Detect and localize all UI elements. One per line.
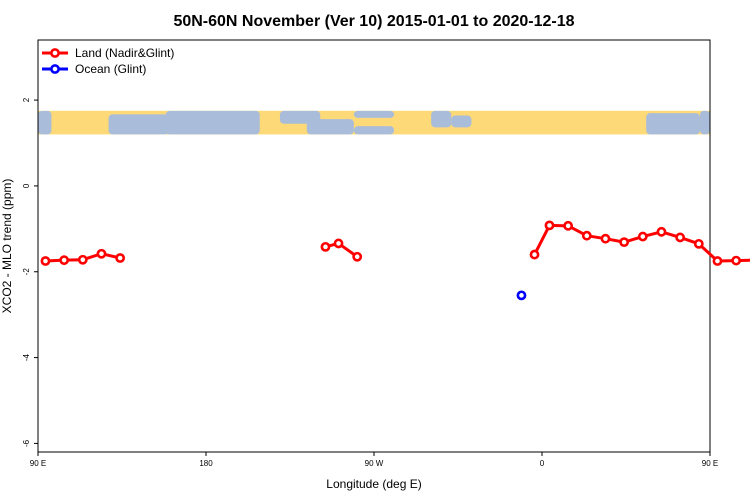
y-axis-label: XCO2 - MLO trend (ppm)	[0, 179, 14, 314]
x-tick-label: 90 E	[702, 459, 718, 468]
map-ocean-patch	[699, 110, 710, 135]
data-point	[40, 256, 51, 266]
map-ocean-patch	[38, 110, 52, 135]
legend: Land (Nadir&Glint) Ocean (Glint)	[42, 46, 174, 76]
data-point	[529, 249, 540, 260]
x-tick-label: 0	[540, 459, 545, 468]
series-land-nadir-glint-	[40, 220, 750, 266]
legend-entry-label: Ocean (Glint)	[75, 62, 146, 76]
data-point	[693, 238, 704, 249]
map-ocean-patch	[108, 114, 170, 135]
y-tick-label: -2	[22, 268, 31, 276]
data-point	[619, 237, 630, 248]
x-tick-label: 90 E	[30, 459, 46, 468]
data-point	[712, 256, 723, 266]
chart-title: 50N-60N November (Ver 10) 2015-01-01 to …	[173, 13, 574, 30]
y-tick-label: -4	[22, 353, 31, 361]
y-axis-ticks: 2 0 -2 -4 -6	[22, 97, 38, 447]
legend-marker	[50, 48, 60, 58]
legend-entry-label: Land (Nadir&Glint)	[75, 46, 174, 60]
data-point	[600, 233, 611, 244]
series-ocean-glint-	[516, 290, 527, 301]
data-point	[320, 241, 331, 252]
map-ocean-patch	[646, 113, 700, 135]
data-point	[563, 220, 574, 231]
data-point	[516, 290, 527, 301]
data-point	[637, 231, 648, 242]
data-point	[352, 251, 363, 262]
map-ocean-patch	[431, 110, 452, 128]
data-point	[581, 230, 592, 241]
legend-marker	[50, 64, 60, 74]
x-axis-label: Longitude (deg E)	[326, 477, 421, 491]
data-point	[544, 220, 555, 231]
map-ocean-patch	[306, 119, 354, 135]
data-point	[675, 232, 686, 243]
map-ocean-patch	[353, 110, 395, 118]
y-tick-label: -6	[22, 439, 31, 447]
series-line	[533, 223, 750, 263]
data-point	[656, 226, 667, 237]
x-tick-label: 180	[199, 459, 213, 468]
map-ocean-patch	[353, 126, 395, 135]
x-tick-label: 90 W	[365, 459, 384, 468]
y-tick-label: 0	[22, 183, 31, 188]
map-ocean-patch	[165, 110, 260, 135]
map-ocean-patch	[451, 115, 472, 128]
data-point	[96, 248, 107, 259]
data-point	[115, 253, 126, 263]
series-layer	[40, 220, 750, 301]
data-point	[77, 254, 88, 265]
data-point	[333, 238, 344, 249]
plot-frame	[37, 39, 711, 453]
data-point	[731, 255, 742, 266]
world-map-strip	[38, 110, 710, 135]
data-point	[59, 255, 70, 266]
y-tick-label: 2	[22, 97, 31, 102]
